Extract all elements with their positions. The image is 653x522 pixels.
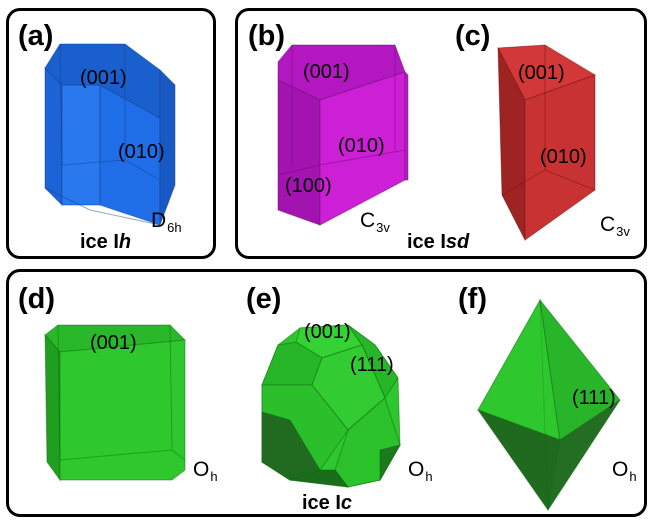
face-label-a-001: (001) (80, 67, 127, 89)
panel-label-f: (f) (458, 283, 487, 315)
phase-name-ice-ih: ice Ih (80, 231, 132, 253)
hexagonal-prism-crystal (44, 43, 176, 226)
face-label-d-001: (001) (90, 332, 137, 354)
phase-name-ice-isd: ice Isd (407, 231, 470, 253)
panel-label-a: (a) (18, 20, 54, 52)
face-label-e-001: (001) (304, 321, 351, 343)
panel-label-b: (b) (248, 20, 286, 52)
truncated-cube-crystal (261, 324, 402, 488)
face-label-b-100: (100) (285, 175, 332, 197)
face-label-b-001: (001) (303, 61, 350, 83)
symmetry-label-b: C3v (360, 209, 390, 235)
octahedron-crystal (476, 298, 621, 512)
trigonal-prism-crystal (497, 44, 597, 241)
symmetry-label-f: Oh (612, 458, 637, 484)
face-label-a-010: (010) (118, 141, 165, 163)
face-label-f-111: (111) (572, 387, 616, 409)
face-label-c-010: (010) (540, 146, 587, 168)
symmetry-label-d: Oh (193, 458, 218, 484)
panel-label-d: (d) (18, 283, 56, 315)
panel-label-e: (e) (246, 283, 282, 315)
face-label-b-010: (010) (338, 135, 385, 157)
symmetry-label-c: C3v (600, 213, 630, 239)
face-label-e-111: (111) (350, 354, 394, 376)
symmetry-label-e: Oh (408, 458, 433, 484)
panel-label-c: (c) (455, 20, 491, 52)
symmetry-label-a: D6h (151, 209, 182, 235)
cube-crystal (44, 324, 187, 482)
phase-name-ice-ic: ice Ic (302, 492, 353, 514)
truncated-trigonal-prism-crystal (277, 44, 409, 226)
face-label-c-001: (001) (518, 62, 565, 84)
